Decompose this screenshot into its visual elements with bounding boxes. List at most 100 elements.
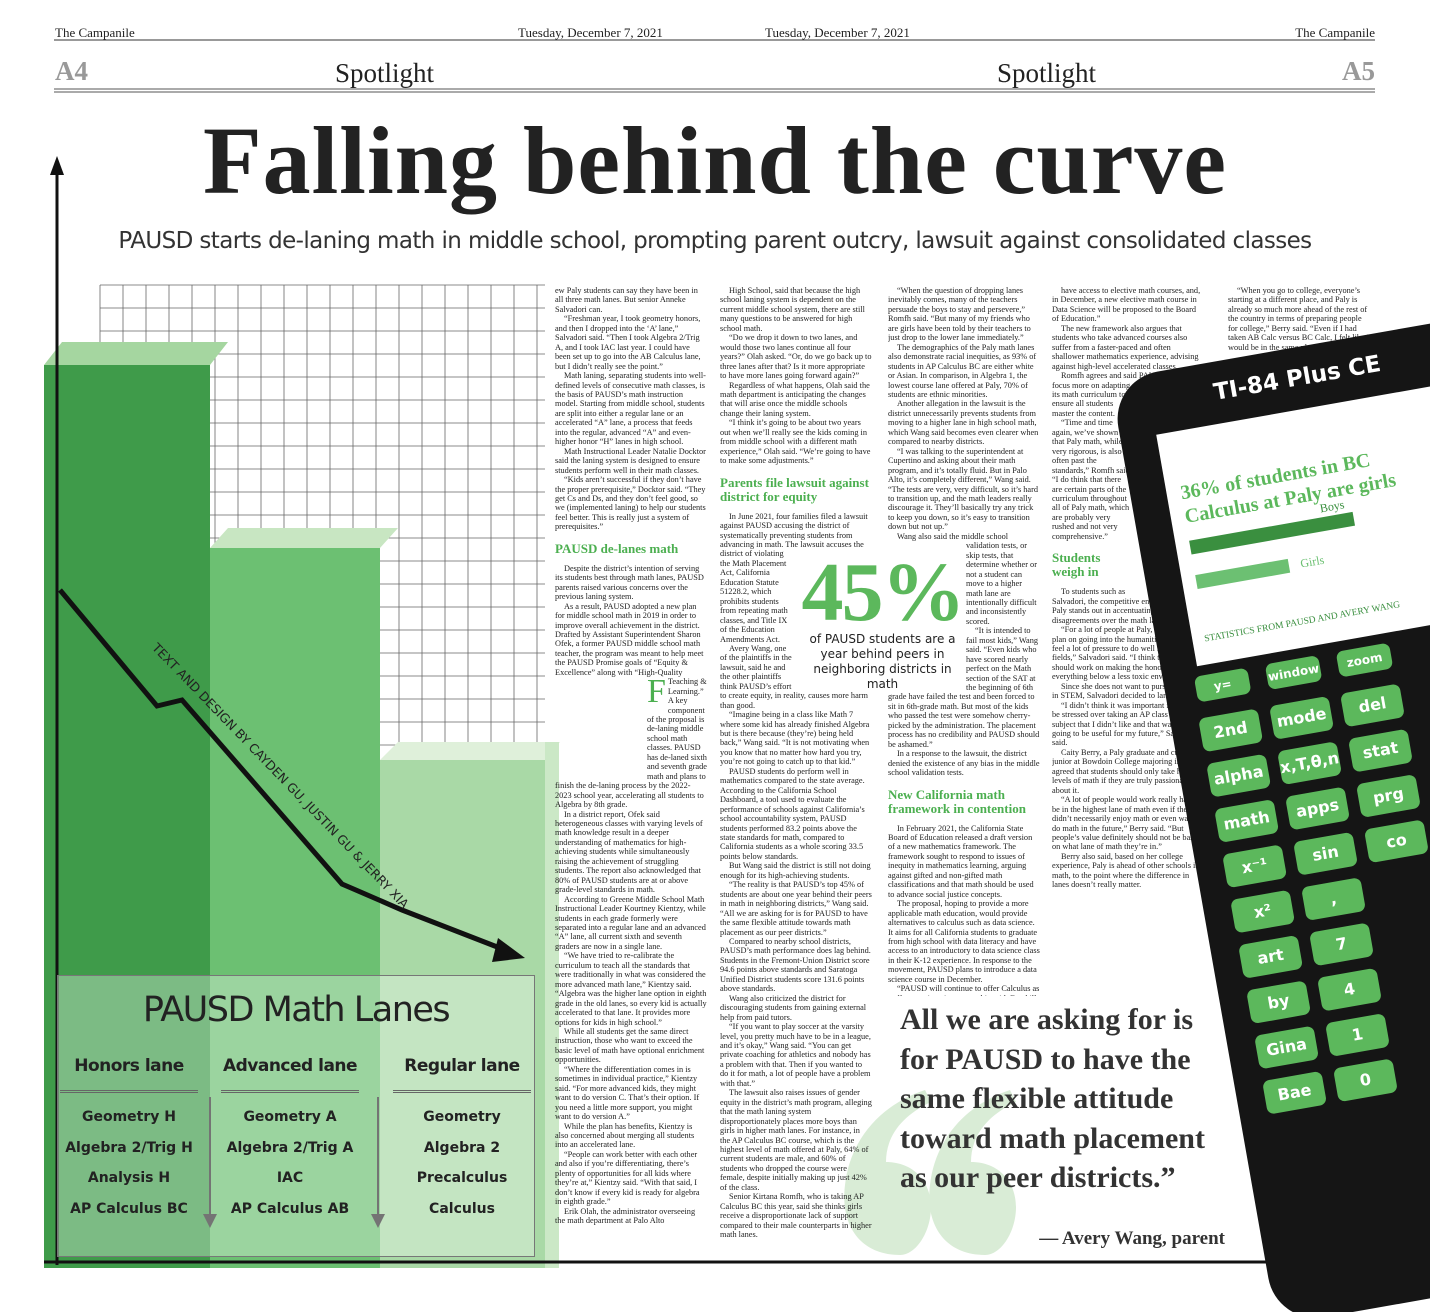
course: Geometry H [81,1109,176,1125]
page-number: A5 [1342,56,1375,86]
paragraph: “Do we drop it down to two lanes, and wo… [720,333,872,381]
paragraph: In June 2021, four families filed a laws… [720,511,868,644]
paragraph: Avery Wang, one of the plaintiffs in the… [720,643,868,710]
bar-label: Girls [1299,552,1326,571]
column: “When the question of dropping lanes ine… [888,286,1040,996]
paragraph: “Freshman year, I took geometry honors, … [555,314,701,371]
screen-headline: 36% of students in BC Calculus at Paly a… [1178,449,1398,528]
quote-mark [844,1090,1016,1255]
calculator-key: , [1301,877,1367,922]
paragraph: But Wang said the district is still not … [720,861,871,880]
date: Tuesday, December 7, 2021 [765,25,910,40]
paragraph: Despite the district’s intention of serv… [555,563,704,602]
stat-figure: 45% [801,546,966,639]
course: Algebra 2/Trig A [226,1139,354,1156]
paragraph: “When the question of dropping lanes ine… [888,286,1031,343]
calculator-key: Bae [1262,1070,1328,1115]
paragraph: The new framework also argues that stude… [1052,323,1199,371]
course: Geometry [423,1109,501,1125]
step-regular [380,760,545,1268]
wrap-hole [555,678,647,778]
lane: Honors lane Geometry H Algebra 2/Trig H Ana… [50,1056,208,1231]
step-top [380,742,560,760]
calculator-key: math [1214,799,1280,843]
paragraph: Berry also said, based on her college ex… [1052,851,1200,890]
column: have access to elective math courses, an… [1052,286,1204,1031]
paragraph: Romfh agrees and said PAUSD should focus… [1052,371,1190,418]
paragraph: “Where the differentiation comes in is s… [555,1064,700,1122]
quote-attribution: — Avery Wang, parent [1039,1228,1225,1249]
calculator-key: 0 [1332,1058,1398,1103]
paragraph: Another allegation in the lawsuit is the… [888,399,1039,447]
calculator-key: 7 [1309,922,1375,967]
paragraph: While the plan has benefits, Kientzy is … [555,1121,695,1150]
bar [1195,558,1290,589]
step-top [44,342,228,365]
paragraph: “The reality is that PAUSD’s top 45% of … [720,880,872,937]
paragraph: “For a lot of people at Paly, even if yo… [1052,625,1201,682]
paragraph: “Imagine being in a class like Math 7 wh… [720,710,870,767]
lanes-title: PAUSD Math Lanes [142,990,451,1030]
course: Algebra 2/Trig H [65,1139,193,1156]
calculator-key: y= [1193,667,1252,703]
column: High School, said that because the high … [720,286,872,1276]
step-advanced [210,548,380,1268]
paragraph: In a response to the lawsuit, the distri… [888,749,1040,778]
calculator-key: art [1238,934,1304,979]
arrowhead [203,1214,217,1228]
course: Calculus [429,1200,495,1217]
paragraph: The proposal, hoping to provide a more a… [888,899,1040,984]
subhead: Students weigh in [1052,550,1101,580]
calculator-key: apps [1285,786,1351,831]
step-side [545,742,559,1268]
paragraph: Since she does not want to pursue a care… [1052,681,1202,701]
step-top [210,528,398,548]
lane: Advanced lane Geometry A Algebra 2/Trig A I… [211,1056,369,1231]
paragraph: “People can work better with each other … [555,1149,700,1207]
lane: Regular lane Geometry Algebra 2 Precalculus… [383,1056,541,1231]
paragraph: “A lot of people would work really hard … [1052,795,1204,852]
calculator-key: 1 [1324,1013,1390,1057]
calculator-key: window [1264,655,1323,691]
paragraph: The lawsuit also raises issues of gender… [720,1088,872,1192]
paragraph: Few Paly students can say they have been… [555,286,698,710]
paragraph: Wang also criticized the district for di… [720,993,867,1022]
step-honors [44,365,210,1268]
paragraph: PAUSD students do perform well in mathem… [720,766,865,861]
paragraph: “We have tried to re-calibrate the curri… [555,951,707,1027]
paragraph: As a result, PAUSD adopted a new plan fo… [555,601,707,810]
course: Precalculus [416,1170,508,1186]
arrowhead [50,156,64,175]
subhead: New California math framework in content… [888,786,1026,816]
paragraph: “I didn’t think it was important for me … [1052,700,1198,748]
paragraph: While all students get the same direct i… [555,1026,705,1065]
paragraph: Math laning, separating students into we… [555,371,706,447]
paragraph: Senior Kirtana Romfh, who is taking AP C… [720,1192,872,1240]
separator [221,1090,359,1093]
column: Few Paly students can say they have been… [555,286,707,1276]
headline: Falling behind the curve [202,107,1228,214]
screen-source: STATISTICS FROM PAUSD AND AVERY WANG [1203,600,1401,645]
paragraph: “PAUSD will continue to offer Calculus a… [888,984,1040,996]
subheadline: PAUSD starts de-laning math in middle sc… [118,228,1312,254]
calculator-key: Gina [1254,1025,1320,1070]
stat-caption: of PAUSD students are a year behind peer… [809,632,956,691]
subhead: PAUSD de-lanes math [555,540,679,556]
paragraph: Math Instructional Leader Natalie Dockto… [555,446,706,475]
lane-name: Advanced lane [222,1056,358,1076]
calculator-key: mode [1269,695,1335,740]
paper-name: The Campanile [55,25,135,40]
course: AP Calculus BC [70,1200,188,1217]
section-name: Spotlight [997,58,1097,88]
paragraph: “Kids aren’t successful if they don’t ha… [555,475,706,532]
arrowhead [492,938,525,962]
lane-name: Honors lane [74,1056,184,1076]
lane-name: Regular lane [404,1056,520,1076]
calculator-brand: TI-84 Plus CE [1211,350,1383,406]
calculator-key: x² [1230,889,1296,934]
paragraph: Caity Berry, a Paly graduate and current… [1052,747,1202,795]
